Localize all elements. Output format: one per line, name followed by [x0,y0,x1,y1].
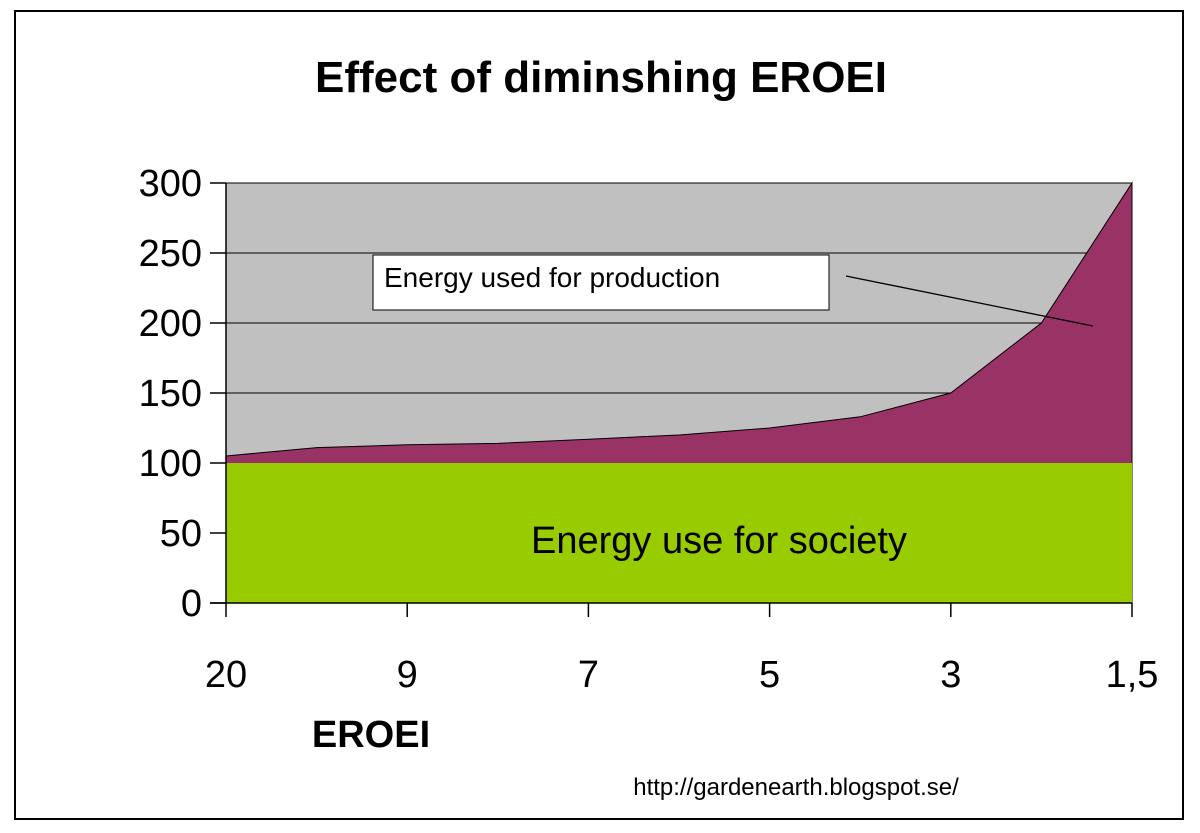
x-ticks: 20 9 7 5 3 1,5 [205,603,1159,696]
y-tick-label: 50 [160,513,202,555]
x-tick-label: 5 [759,654,780,696]
annotation-box [372,254,830,311]
x-tick-label: 1,5 [1106,654,1159,696]
chart-frame: 0 50 100 150 200 250 300 20 9 7 5 3 1,5 Effect of d… [14,10,1184,820]
y-ticks: 0 50 100 150 200 250 300 [139,163,226,625]
y-tick-label: 250 [139,233,202,275]
society-label: Energy use for society [531,520,907,562]
y-tick-label: 300 [139,163,202,205]
y-tick-label: 200 [139,303,202,345]
y-tick-label: 100 [139,443,202,485]
x-tick-label: 3 [940,654,961,696]
x-tick-label: 9 [397,654,418,696]
x-tick-label: 20 [205,654,247,696]
area-energy-society [226,463,1132,603]
y-tick-label: 0 [181,583,202,625]
chart-title: Effect of diminshing EROEI [315,53,887,102]
source-url: http://gardenearth.blogspot.se/ [633,774,959,801]
chart-svg: 0 50 100 150 200 250 300 20 9 7 5 3 1,5 Effect of d… [139,53,1159,801]
annotation-leader-line [845,275,1094,327]
annotation-production-label: Energy used for production [384,262,720,293]
x-axis-label: EROEI [312,714,430,756]
x-tick-label: 7 [578,654,599,696]
y-tick-label: 150 [139,373,202,415]
